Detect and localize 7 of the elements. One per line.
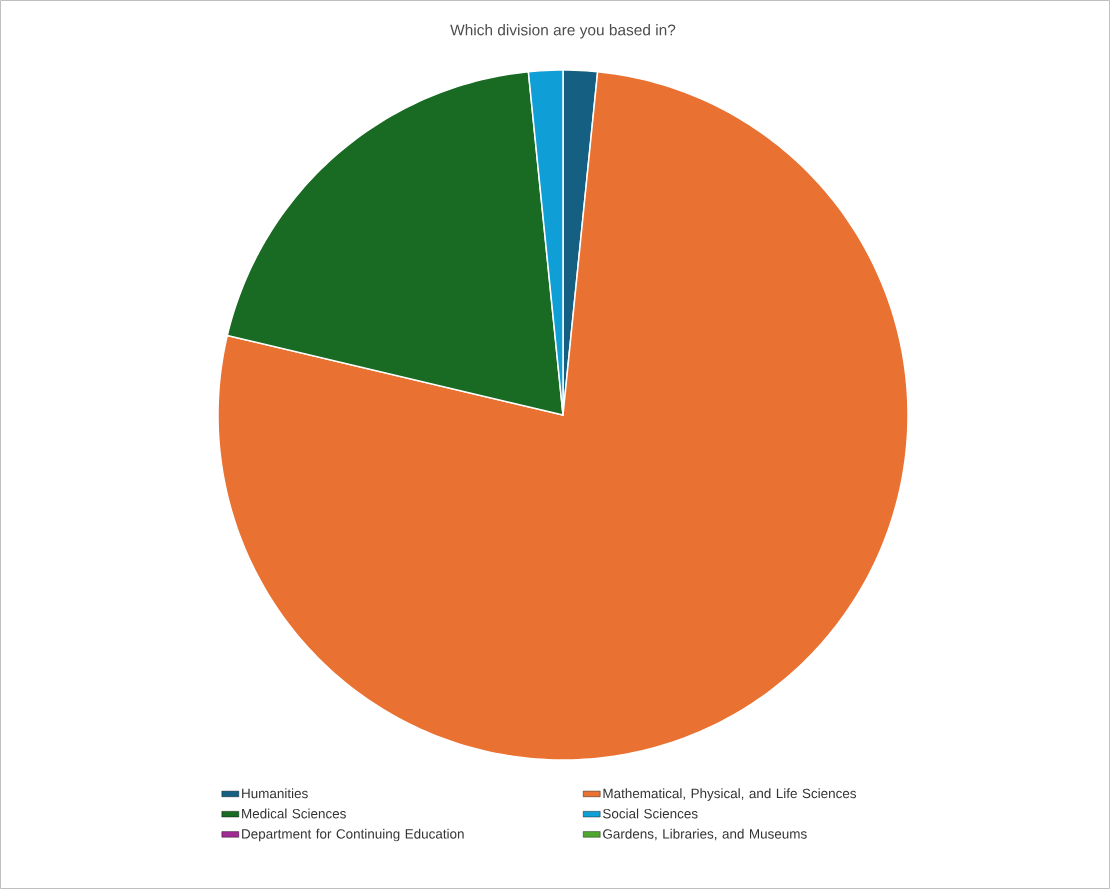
legend-label: Gardens, Libraries, and Museums <box>603 828 807 841</box>
legend-label: Medical Sciences <box>242 808 346 819</box>
legend-label: Humanities <box>242 788 308 799</box>
legend-label: Social Sciences <box>603 808 698 819</box>
legend-label: Department for Continuing Education <box>242 828 464 842</box>
chart-title: Which division are you based in? <box>450 24 676 39</box>
legend-label: Mathematical, Physical, and Life Sciences <box>603 788 857 801</box>
